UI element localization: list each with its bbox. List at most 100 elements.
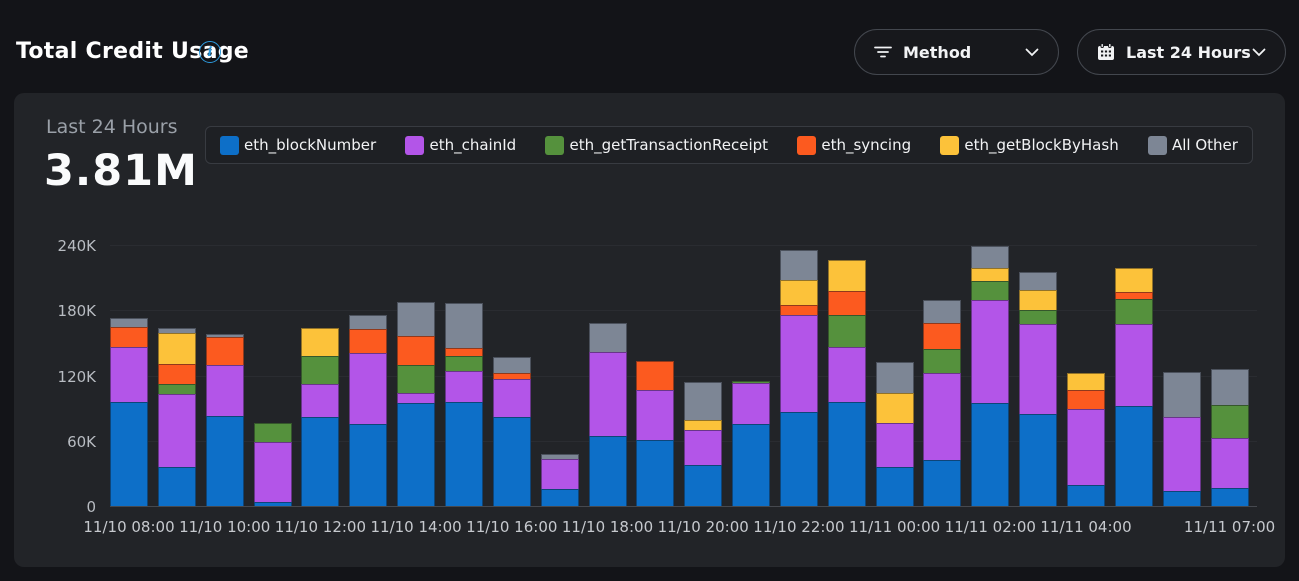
legend-swatch [220, 135, 239, 155]
legend-swatch [405, 135, 425, 155]
legend-item-eth_chainId[interactable]: eth_chainId [405, 135, 516, 155]
bar-11/10 15:00[interactable] [444, 302, 483, 506]
bar-11/10 08:00[interactable] [110, 317, 148, 506]
x-axis-tick-label: 11/11 04:00 [1040, 518, 1132, 536]
bar-segment-eth_blockNumber [157, 466, 196, 506]
bar-11/10 22:00[interactable] [779, 250, 818, 506]
x-axis-tick-label: 11/10 18:00 [561, 518, 654, 536]
x-axis-tick-label: 11/11 00:00 [848, 518, 941, 536]
total-credit-usage-card: Last 24 Hours 3.81M eth_blockNumber eth_c… [14, 93, 1285, 567]
gridline [110, 245, 1257, 246]
bar-11/10 12:00[interactable] [301, 327, 340, 506]
bar-segment-eth_blockNumber [636, 439, 675, 506]
bar-segment-eth_getTransactionReceipt [397, 364, 436, 393]
bar-11/10 20:00[interactable] [684, 382, 723, 506]
bar-segment-eth_blockNumber [875, 466, 914, 506]
y-axis-tick-label: 0 [86, 498, 96, 516]
bar-11/10 11:00[interactable] [253, 423, 292, 506]
bar-11/11 04:00[interactable] [1067, 373, 1105, 506]
bar-segment-eth_chainId [253, 441, 292, 502]
bar-segment-eth_getBlockByHash [157, 333, 196, 364]
x-axis-tick-label: 11/10 16:00 [466, 518, 558, 536]
method-filter-button[interactable]: Method [854, 29, 1059, 75]
y-axis-tick-label: 180K [57, 302, 96, 321]
bar-11/11 02:00[interactable] [971, 246, 1010, 506]
bar-segment-eth_getTransactionReceipt [1210, 404, 1249, 438]
bar-segment-eth_chainId [732, 383, 771, 425]
bar-segment-eth_blockNumber [349, 424, 388, 506]
y-axis-tick-label: 120K [57, 367, 96, 386]
bar-segment-eth_blockNumber [444, 401, 483, 506]
bar-segment-eth_chainId [1019, 324, 1058, 414]
bar-segment-eth_syncing [444, 348, 483, 356]
bar-11/11 05:00[interactable] [1114, 267, 1153, 506]
bar-segment-All-Other [684, 382, 723, 421]
legend-item-eth_syncing[interactable]: eth_syncing [797, 135, 911, 155]
bar-segment-eth_getTransactionReceipt [1019, 310, 1058, 325]
bar-segment-eth_chainId [875, 423, 914, 467]
bar-11/10 21:00[interactable] [732, 380, 771, 506]
bar-segment-All-Other [923, 300, 962, 324]
bar-segment-eth_chainId [779, 314, 818, 413]
bar-segment-eth_chainId [684, 429, 723, 465]
legend-item-eth_getBlockByHash[interactable]: eth_getBlockByHash [940, 135, 1119, 155]
x-axis-tick-label: 11/10 14:00 [370, 518, 462, 536]
bar-segment-eth_getBlockByHash [684, 420, 723, 430]
bar-segment-eth_blockNumber [1162, 490, 1201, 506]
bar-segment-eth_chainId [205, 364, 244, 416]
bar-segment-eth_chainId [1162, 416, 1201, 491]
bar-11/10 18:00[interactable] [588, 323, 627, 506]
bar-segment-eth_getBlockByHash [827, 260, 866, 291]
summary-period-label: Last 24 Hours [46, 116, 178, 138]
bar-segment-eth_syncing [397, 336, 436, 365]
bar-segment-eth_getBlockByHash [1019, 289, 1058, 311]
bar-11/10 09:00[interactable] [157, 327, 196, 506]
time-range-button-label: Last 24 Hours [1126, 42, 1251, 62]
bar-11/10 23:00[interactable] [827, 260, 866, 506]
bar-segment-eth_blockNumber [1210, 487, 1249, 506]
bar-11/10 10:00[interactable] [205, 334, 244, 506]
x-axis-tick-label: 11/10 10:00 [179, 518, 271, 536]
legend-item-All-Other[interactable]: All Other [1148, 135, 1238, 155]
bar-segment-All-Other [1019, 272, 1058, 290]
bar-segment-eth_syncing [110, 326, 148, 348]
bar-11/10 14:00[interactable] [397, 301, 436, 506]
legend-label: eth_getBlockByHash [964, 136, 1119, 154]
bar-11/10 17:00[interactable] [540, 453, 579, 506]
bar-segment-eth_blockNumber [540, 488, 579, 506]
bar-11/11 03:00[interactable] [1019, 272, 1058, 506]
bar-segment-eth_blockNumber [253, 501, 292, 506]
legend-swatch [545, 135, 565, 155]
bar-11/11 07:00[interactable] [1210, 369, 1249, 506]
bar-segment-eth_chainId [1114, 324, 1153, 406]
bar-segment-eth_chainId [540, 459, 579, 489]
bar-segment-eth_chainId [301, 384, 340, 417]
legend-item-eth_blockNumber[interactable]: eth_blockNumber [220, 135, 376, 155]
bar-segment-All-Other [1162, 372, 1201, 417]
bar-segment-eth_blockNumber [588, 436, 627, 506]
legend-item-eth_getTransactionReceipt[interactable]: eth_getTransactionReceipt [545, 135, 768, 155]
bar-segment-All-Other [397, 301, 436, 337]
bar-segment-All-Other [1210, 369, 1249, 405]
y-axis-tick-label: 60K [67, 432, 96, 451]
bar-segment-eth_blockNumber [492, 416, 531, 506]
bar-segment-eth_getBlockByHash [301, 327, 340, 356]
info-icon[interactable]: i [199, 41, 221, 63]
bar-segment-eth_getTransactionReceipt [923, 349, 962, 374]
gridline [110, 440, 1257, 442]
calendar-icon [1097, 43, 1115, 61]
x-axis-tick-label: 11/10 12:00 [274, 518, 367, 536]
bar-11/11 01:00[interactable] [923, 300, 962, 506]
bar-segment-eth_blockNumber [397, 402, 436, 506]
gridline [110, 375, 1257, 377]
bar-11/10 19:00[interactable] [636, 361, 675, 506]
bar-11/10 16:00[interactable] [492, 357, 531, 506]
time-range-button[interactable]: Last 24 Hours [1077, 29, 1286, 75]
bar-segment-eth_syncing [923, 323, 962, 350]
bar-11/10 13:00[interactable] [349, 314, 388, 506]
bar-segment-eth_chainId [636, 389, 675, 440]
bar-segment-All-Other [779, 250, 818, 280]
bar-11/11 06:00[interactable] [1162, 372, 1201, 506]
bar-11/11 00:00[interactable] [875, 362, 914, 506]
